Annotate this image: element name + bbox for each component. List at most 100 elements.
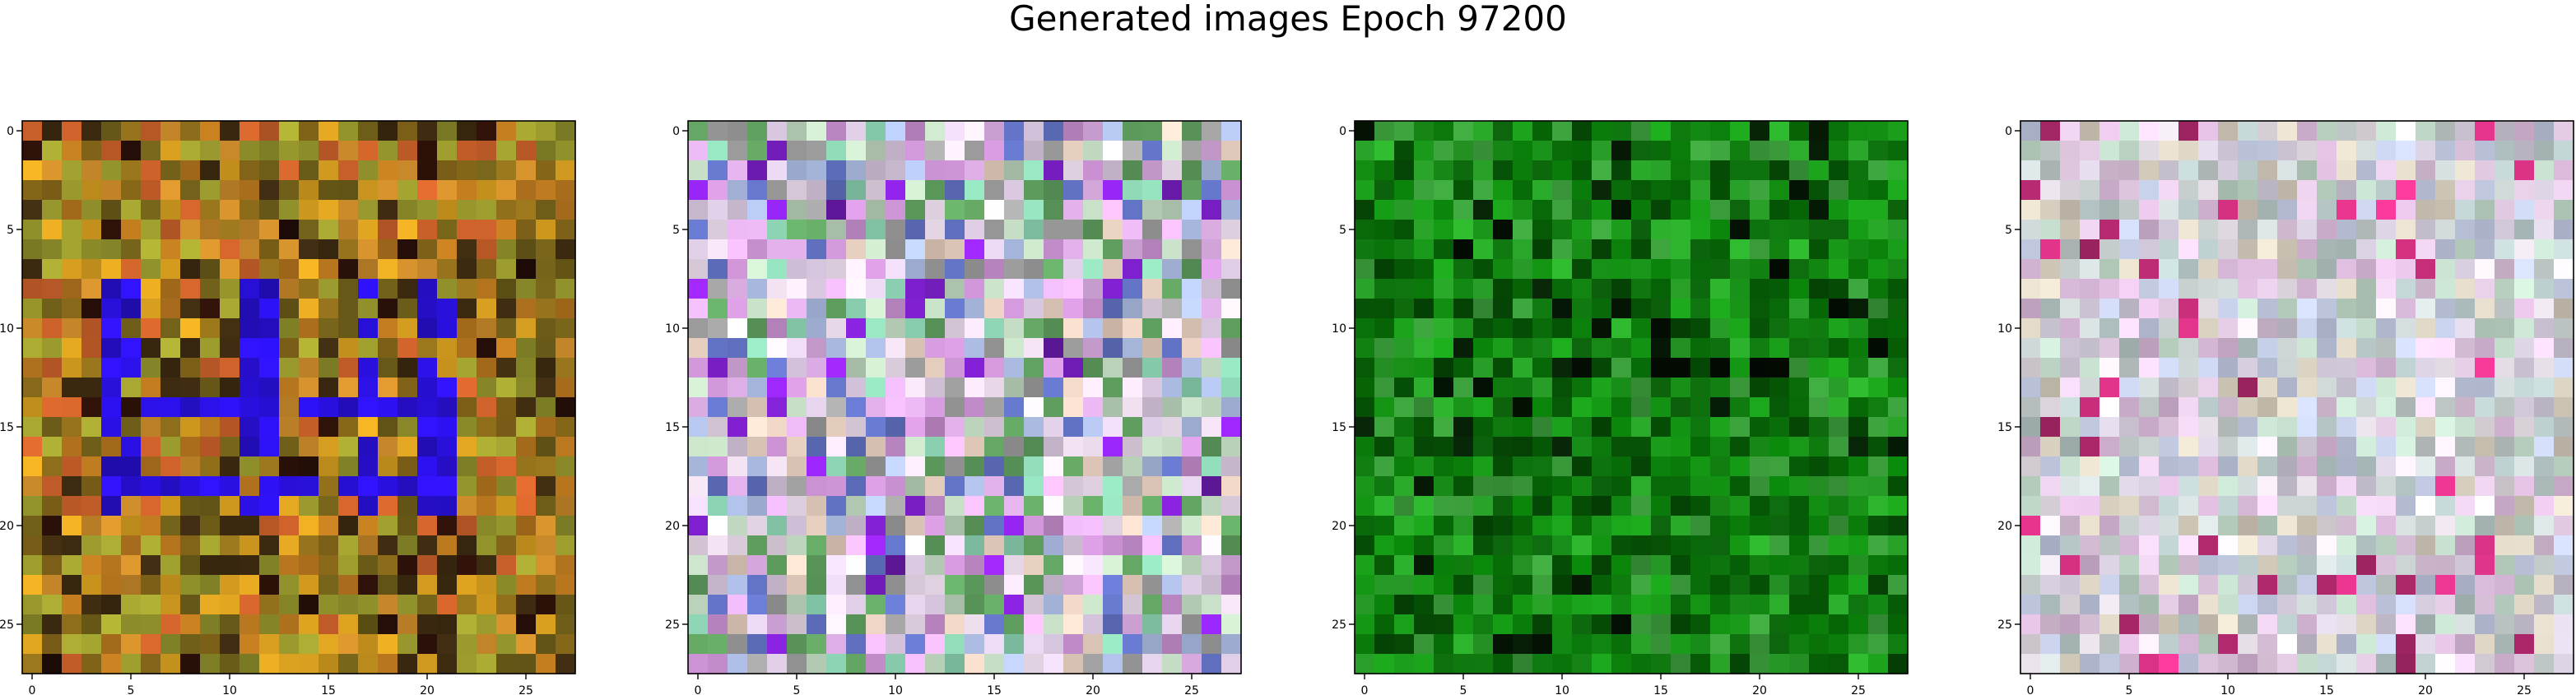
pixel-cell xyxy=(1374,496,1395,517)
pixel-cell xyxy=(2356,437,2377,457)
pixel-cell xyxy=(787,496,807,517)
pixel-cell xyxy=(279,397,300,418)
pixel-cell xyxy=(965,516,985,536)
pixel-cell xyxy=(2020,496,2041,517)
x-tick-label: 0 xyxy=(29,684,36,695)
pixel-cell xyxy=(1868,397,1889,418)
pixel-cell xyxy=(1004,121,1025,141)
pixel-cell xyxy=(477,279,497,299)
pixel-cell xyxy=(1221,535,1242,556)
pixel-cell xyxy=(1434,160,1454,181)
pixel-cell xyxy=(1473,358,1494,378)
pixel-cell xyxy=(2356,555,2377,576)
pixel-cell xyxy=(1063,338,1084,359)
pixel-cell xyxy=(1572,318,1593,339)
pixel-cell xyxy=(1888,299,1909,319)
pixel-cell xyxy=(2396,239,2416,260)
pixel-cell xyxy=(965,614,985,635)
pixel-cell xyxy=(2317,595,2337,615)
pixel-cell xyxy=(728,496,748,517)
pixel-cell xyxy=(338,200,359,220)
pixel-cell xyxy=(688,634,709,655)
pixel-cell xyxy=(2455,417,2476,438)
pixel-cell xyxy=(2238,279,2258,299)
pixel-cell xyxy=(728,220,748,240)
pixel-cell xyxy=(866,575,886,595)
pixel-cell xyxy=(101,575,122,595)
pixel-cell xyxy=(2257,614,2278,635)
pixel-cell xyxy=(1083,180,1104,201)
pixel-cell xyxy=(1024,220,1044,240)
pixel-cell xyxy=(477,654,497,674)
x-tick-label: 20 xyxy=(1752,684,1767,695)
pixel-cell xyxy=(1202,456,1222,477)
pixel-cell xyxy=(200,535,221,556)
pixel-cell xyxy=(2356,417,2377,438)
pixel-cell xyxy=(101,595,122,615)
pixel-cell xyxy=(1374,378,1395,398)
pixel-cell xyxy=(965,417,985,438)
pixel-cell xyxy=(1202,417,1222,438)
pixel-cell xyxy=(2257,496,2278,517)
pixel-cell xyxy=(2099,437,2120,457)
pixel-cell xyxy=(1453,200,1474,220)
pixel-cell xyxy=(2455,318,2476,339)
pixel-cell xyxy=(417,279,438,299)
pixel-cell xyxy=(1394,299,1415,319)
pixel-cell xyxy=(1690,456,1711,477)
pixel-cell xyxy=(2099,239,2120,260)
pixel-cell xyxy=(1083,496,1104,517)
pixel-cell xyxy=(1868,555,1889,576)
pixel-cell xyxy=(1532,496,1553,517)
pixel-cell xyxy=(1888,614,1909,635)
pixel-cell xyxy=(141,476,161,497)
pixel-cell xyxy=(1162,614,1183,635)
pixel-cell xyxy=(2198,318,2219,339)
pixel-cell xyxy=(1572,575,1593,595)
pixel-cell xyxy=(2277,555,2298,576)
pixel-cell xyxy=(1631,476,1652,497)
pixel-cell xyxy=(2040,220,2061,240)
pixel-cell xyxy=(1394,378,1415,398)
pixel-cell xyxy=(807,397,827,418)
pixel-cell xyxy=(1044,535,1064,556)
panel-frame xyxy=(1354,120,1909,674)
pixel-cell xyxy=(1123,555,1143,576)
pixel-cell xyxy=(866,417,886,438)
pixel-cell xyxy=(1671,535,1691,556)
pixel-cell xyxy=(239,338,260,359)
pixel-cell xyxy=(2198,358,2219,378)
pixel-cell xyxy=(1453,318,1474,339)
pixel-cell xyxy=(846,437,867,457)
pixel-cell xyxy=(358,121,379,141)
pixel-cell xyxy=(1221,437,1242,457)
pixel-cell xyxy=(1063,476,1084,497)
pixel-cell xyxy=(2475,417,2495,438)
pixel-cell xyxy=(319,496,339,517)
pixel-cell xyxy=(2257,220,2278,240)
pixel-cell xyxy=(2218,358,2239,378)
pixel-cell xyxy=(1123,654,1143,674)
pixel-cell xyxy=(160,239,181,260)
pixel-cell xyxy=(2020,259,2041,280)
pixel-cell xyxy=(2277,121,2298,141)
pixel-cell xyxy=(1083,614,1104,635)
pixel-cell xyxy=(1532,437,1553,457)
pixel-cell xyxy=(945,358,965,378)
pixel-cell xyxy=(1789,279,1810,299)
pixel-cell xyxy=(2020,437,2041,457)
pixel-cell xyxy=(1651,614,1672,635)
pixel-cell xyxy=(1651,417,1672,438)
pixel-cell xyxy=(2317,634,2337,655)
pixel-cell xyxy=(2257,318,2278,339)
pixel-cell xyxy=(846,575,867,595)
pixel-cell xyxy=(1414,160,1434,181)
pixel-cell xyxy=(2356,160,2377,181)
pixel-cell xyxy=(1848,378,1869,398)
pixel-cell xyxy=(2139,239,2160,260)
pixel-cell xyxy=(42,437,63,457)
image-panel-1 xyxy=(22,121,576,674)
pixel-cell xyxy=(1829,516,1849,536)
pixel-cell xyxy=(398,279,418,299)
pixel-cell xyxy=(1572,239,1593,260)
